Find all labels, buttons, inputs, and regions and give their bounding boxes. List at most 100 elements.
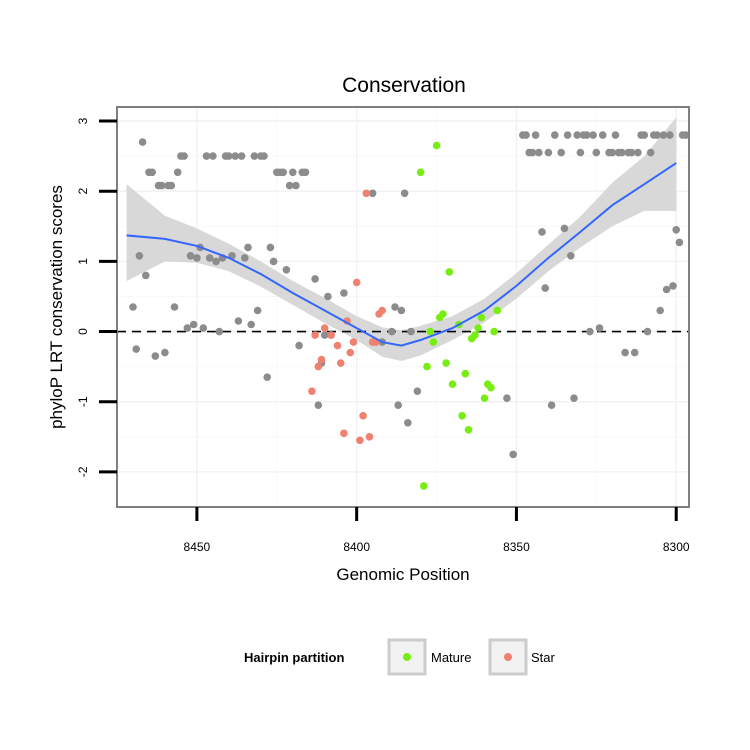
other-point — [391, 303, 399, 311]
confidence-band — [126, 117, 677, 361]
other-point — [656, 306, 664, 315]
other-point — [173, 168, 182, 177]
other-point — [189, 320, 198, 329]
mature-point — [423, 362, 431, 371]
other-point — [247, 320, 255, 329]
other-point — [618, 148, 626, 157]
x-tick-label: 8350 — [503, 540, 530, 554]
other-point — [643, 327, 652, 336]
other-point — [368, 189, 377, 198]
legend-dot-star — [504, 653, 512, 661]
other-point — [567, 252, 575, 260]
other-point — [183, 324, 192, 332]
other-point — [234, 317, 243, 325]
y-tick-label: 2 — [76, 188, 90, 195]
y-axis-label: phyloP LRT conservation scores — [47, 185, 66, 429]
mature-point — [439, 310, 447, 318]
other-point — [586, 327, 594, 336]
star-point — [336, 359, 345, 367]
mature-point — [445, 268, 454, 276]
other-point — [269, 257, 278, 266]
other-point — [266, 243, 275, 252]
mature-point — [487, 383, 495, 392]
y-tick-label: 1 — [76, 258, 90, 265]
plot-panel — [117, 107, 689, 507]
star-point — [314, 362, 323, 371]
other-point — [659, 131, 668, 139]
star-point — [359, 412, 367, 420]
star-point — [308, 387, 316, 396]
other-point — [170, 303, 179, 311]
other-point — [573, 131, 581, 139]
other-point — [621, 348, 629, 357]
other-point — [589, 131, 597, 139]
other-point — [538, 228, 546, 236]
y-axis-ticks: -2 -1 0 1 2 3 — [76, 117, 117, 477]
mature-point — [448, 380, 457, 389]
other-point — [340, 289, 348, 297]
other-point — [528, 148, 537, 157]
legend-label-star: Star — [531, 650, 556, 665]
mature-point — [471, 331, 479, 339]
mature-point — [458, 412, 466, 420]
star-point — [378, 306, 387, 315]
other-point — [611, 131, 620, 139]
x-tick-label: 8400 — [343, 540, 370, 554]
x-axis-ticks: 8450 8400 8350 8300 — [184, 507, 690, 554]
other-point — [324, 292, 332, 301]
other-point — [138, 138, 147, 146]
other-point — [244, 243, 252, 252]
star-point — [365, 433, 374, 441]
y-tick-label: 3 — [76, 117, 90, 124]
other-point — [205, 254, 214, 262]
y-tick-label: -2 — [76, 466, 90, 477]
other-point — [531, 131, 540, 139]
other-point — [509, 450, 517, 459]
other-point — [535, 148, 543, 157]
other-point — [627, 148, 636, 157]
other-point — [202, 152, 211, 160]
y-tick-label: -1 — [76, 396, 90, 407]
other-point — [551, 131, 559, 139]
other-point — [682, 131, 690, 139]
star-point — [356, 436, 364, 445]
other-point — [646, 148, 655, 157]
loess-smooth-line — [126, 162, 677, 347]
other-point — [541, 284, 549, 292]
other-point — [662, 285, 671, 294]
mature-point — [493, 306, 502, 315]
mature-point — [426, 327, 435, 336]
other-point — [598, 131, 607, 139]
other-point — [630, 348, 639, 357]
legend: Hairpin partition Mature Star — [244, 638, 556, 676]
mature-point — [464, 426, 473, 434]
other-point — [161, 348, 169, 357]
star-point — [352, 278, 361, 287]
other-point — [289, 168, 297, 177]
other-point — [503, 394, 511, 403]
mature-point — [477, 313, 486, 322]
other-point — [263, 373, 272, 382]
other-point — [132, 345, 140, 353]
other-point — [666, 131, 674, 139]
plot-border — [116, 106, 690, 508]
other-point — [653, 131, 661, 139]
other-point — [209, 152, 217, 160]
star-point — [327, 331, 335, 339]
other-point — [157, 181, 166, 190]
other-point — [285, 181, 294, 190]
star-point — [320, 324, 329, 332]
other-point — [237, 152, 246, 160]
other-point — [186, 252, 195, 260]
other-point — [634, 148, 642, 157]
other-point — [547, 401, 556, 410]
other-point — [311, 275, 319, 283]
other-point — [413, 387, 422, 396]
other-point — [640, 131, 649, 139]
other-point — [231, 152, 239, 160]
other-point — [142, 271, 150, 280]
mature-point — [461, 369, 470, 378]
other-point — [151, 352, 160, 360]
other-point — [260, 152, 268, 160]
